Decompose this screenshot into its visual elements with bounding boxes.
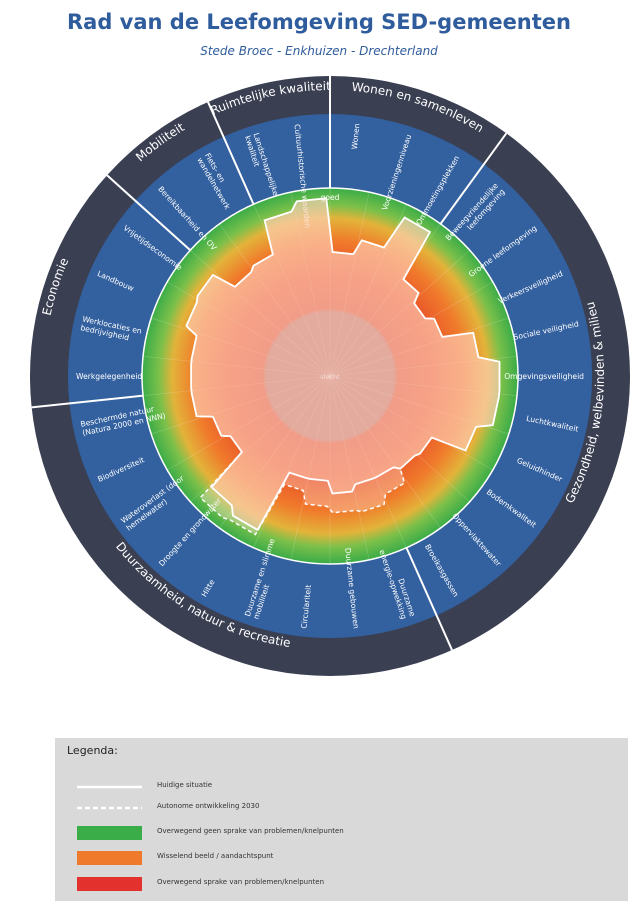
spoke bbox=[290, 375, 331, 560]
legend-item-bad: Overwegend sprake van problemen/knelpunt… bbox=[77, 877, 617, 891]
legend-item-current: Huidige situatie bbox=[77, 780, 617, 794]
spoke bbox=[329, 375, 509, 435]
spoke bbox=[329, 223, 441, 377]
sector-divider bbox=[106, 174, 191, 251]
spoke bbox=[329, 375, 518, 396]
spoke bbox=[329, 375, 441, 529]
indicator-label: Omgevingsveiligheid bbox=[504, 372, 584, 381]
spoke bbox=[290, 192, 331, 377]
spoke bbox=[190, 249, 331, 377]
spoke bbox=[219, 223, 331, 377]
svg-text:Omgevingsveiligheid: Omgevingsveiligheid bbox=[504, 372, 584, 381]
sector-divider bbox=[439, 132, 508, 225]
spoke bbox=[142, 375, 331, 396]
sector-divider bbox=[31, 394, 144, 409]
dashed-line-swatch bbox=[77, 806, 142, 810]
page-subtitle: Stede Broec - Enkhuizen - Drechterland bbox=[200, 44, 438, 58]
legend-label: Overwegend sprake van problemen/knelpunt… bbox=[157, 878, 325, 886]
legend-panel: Legenda: Huidige situatie Autonome ontwi… bbox=[55, 738, 628, 901]
solid-line-swatch bbox=[77, 785, 142, 789]
spoke bbox=[329, 281, 493, 377]
leefomgeving-wheel: Ruimtelijke kwaliteit Wonen en samenleven… bbox=[30, 76, 630, 676]
spoke bbox=[151, 375, 331, 435]
svg-text:Werkgelegenheid: Werkgelegenheid bbox=[76, 372, 142, 381]
spoke bbox=[329, 375, 493, 471]
spoke bbox=[329, 317, 509, 377]
current-situation-outline bbox=[185, 197, 501, 532]
green-swatch bbox=[77, 826, 142, 840]
legend-title: Legenda: bbox=[67, 744, 118, 757]
good-label: goed bbox=[321, 193, 340, 202]
spoke bbox=[329, 192, 370, 377]
spoke bbox=[329, 375, 407, 548]
spoke bbox=[219, 375, 331, 529]
legend-item-good: Overwegend geen sprake van problemen/kne… bbox=[77, 826, 617, 840]
orange-swatch bbox=[77, 851, 142, 865]
sector-divider bbox=[207, 101, 255, 205]
spoke bbox=[253, 375, 331, 548]
svg-text:Wonen: Wonen bbox=[350, 123, 362, 150]
spoke bbox=[190, 375, 331, 503]
spoke bbox=[329, 375, 470, 503]
sector-divider bbox=[405, 547, 453, 651]
spoke bbox=[253, 204, 331, 377]
legend-label: Autonome ontwikkeling 2030 bbox=[157, 802, 260, 810]
spoke bbox=[329, 375, 370, 560]
page-title: Rad van de Leefomgeving SED-gemeenten bbox=[67, 10, 571, 34]
spoke bbox=[151, 317, 331, 377]
legend-item-mixed: Wisselend beeld / aandachtspunt bbox=[77, 851, 617, 865]
legend-label: Wisselend beeld / aandachtspunt bbox=[157, 852, 274, 860]
indicator-label: Wonen bbox=[350, 123, 362, 150]
indicator-label: Werkgelegenheid bbox=[76, 372, 142, 381]
score-zone bbox=[142, 188, 518, 564]
spoke bbox=[142, 356, 331, 377]
legend-item-autonomous: Autonome ontwikkeling 2030 bbox=[77, 801, 617, 815]
center-label: slecht bbox=[320, 373, 340, 381]
red-swatch bbox=[77, 877, 142, 891]
legend-label: Huidige situatie bbox=[157, 781, 213, 789]
spoke bbox=[167, 281, 331, 377]
spoke bbox=[167, 375, 331, 471]
spoke bbox=[329, 249, 470, 377]
legend-label: Overwegend geen sprake van problemen/kne… bbox=[157, 827, 344, 835]
